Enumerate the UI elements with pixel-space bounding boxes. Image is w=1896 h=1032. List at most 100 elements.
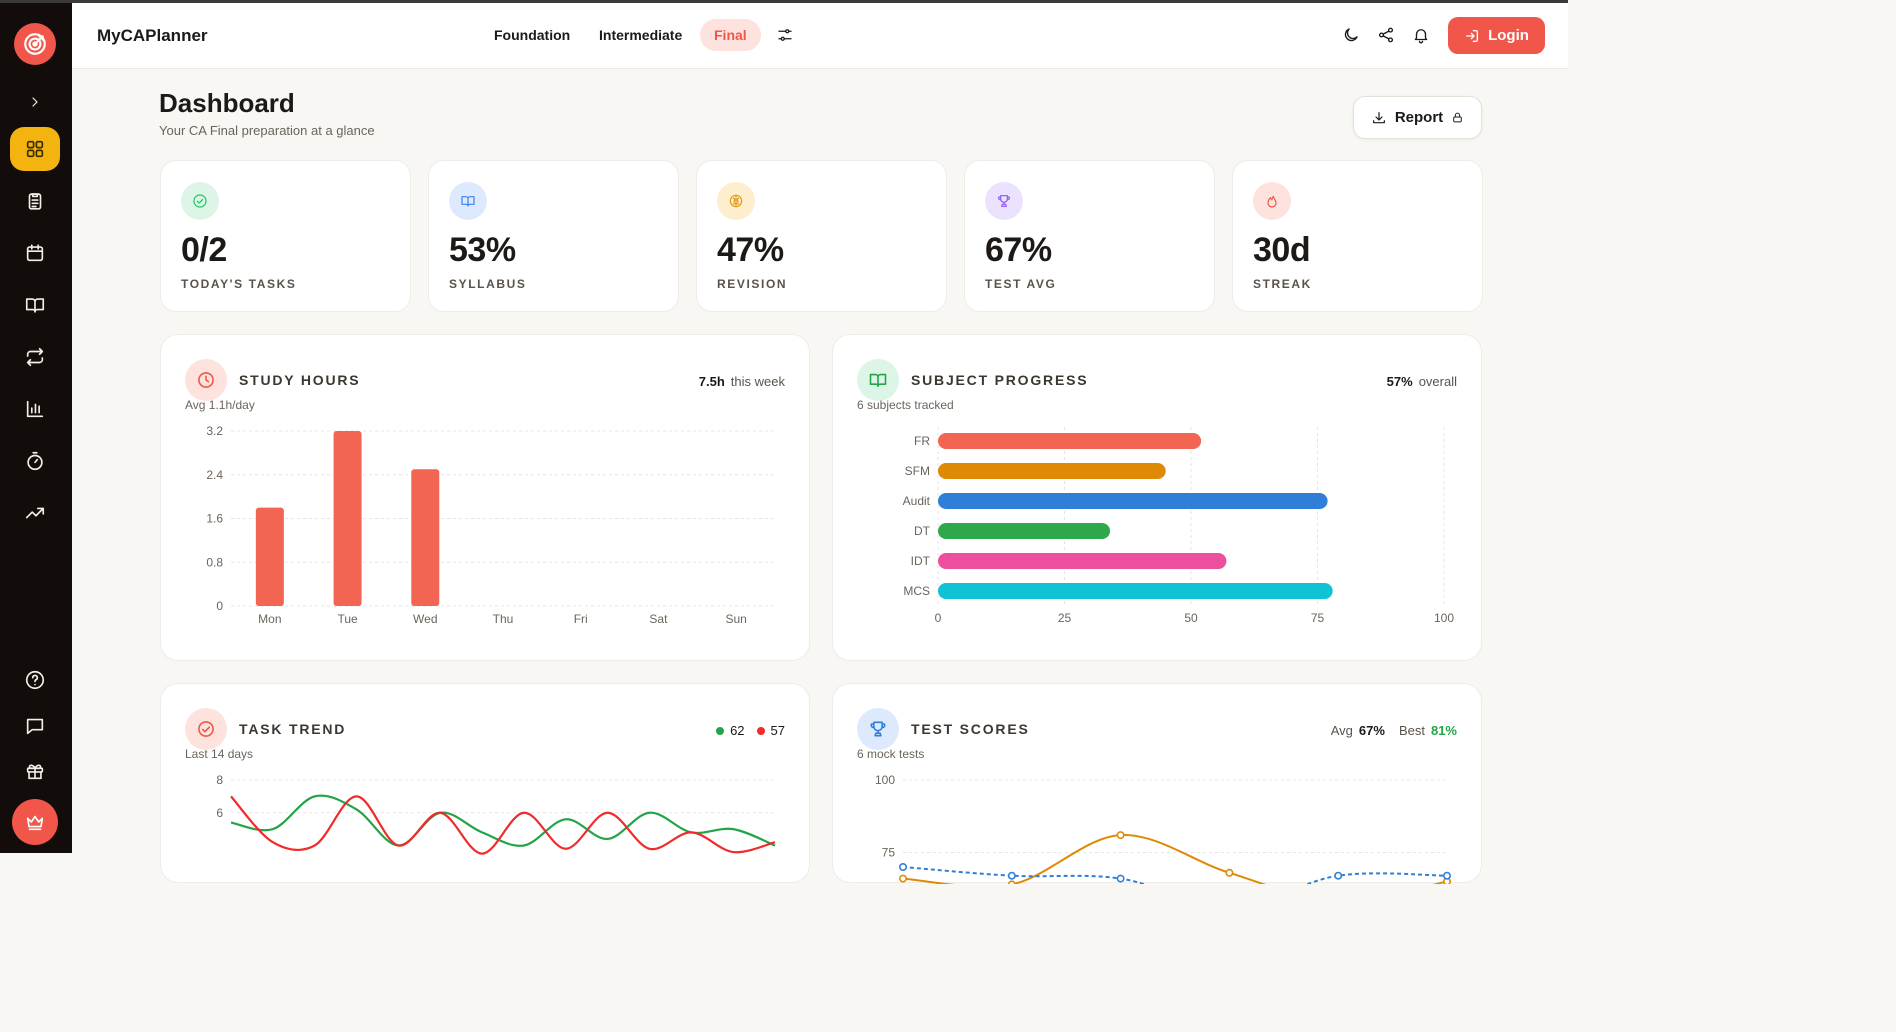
stat-card-tasks[interactable]: 0/2 TODAY'S TASKS <box>160 160 411 312</box>
x-tick-label: 75 <box>1311 611 1325 625</box>
filter-settings-icon[interactable] <box>773 23 797 47</box>
score-point <box>1007 880 1016 884</box>
sidebar-item-tasks[interactable] <box>10 179 60 223</box>
stat-label: TODAY'S TASKS <box>181 277 297 291</box>
bar-sfm <box>938 463 1166 479</box>
bar-dt <box>938 523 1111 539</box>
repeat-icon <box>26 347 44 367</box>
clock-icon <box>185 359 227 401</box>
test-scores-line-chart: 75 100 <box>875 773 1451 884</box>
login-button[interactable]: Login <box>1448 17 1545 54</box>
y-tick-label: MCS <box>903 584 930 598</box>
average-point <box>1007 871 1016 880</box>
x-tick-label: Fri <box>574 612 588 626</box>
average-point <box>1442 871 1451 880</box>
message-square-icon <box>26 718 44 735</box>
sidebar-item-syllabus[interactable] <box>10 283 60 327</box>
sidebar-item-dashboard[interactable] <box>10 127 60 171</box>
stat-label: STREAK <box>1253 277 1312 291</box>
summary-value: 7.5h <box>698 374 725 389</box>
stat-card-syllabus[interactable]: 53% SYLLABUS <box>428 160 679 312</box>
panel-subtitle: 6 subjects tracked <box>857 398 954 412</box>
sidebar-item-calendar[interactable] <box>10 231 60 275</box>
y-tick-label: 6 <box>216 806 223 820</box>
completed-line <box>230 794 776 847</box>
tab-foundation[interactable]: Foundation <box>494 27 571 43</box>
sidebar <box>0 3 72 853</box>
x-tick-label: Sun <box>725 612 746 626</box>
bar-fr <box>938 433 1202 449</box>
share-icon[interactable] <box>1374 23 1398 47</box>
sidebar-item-timer[interactable] <box>10 439 60 483</box>
sidebar-item-analytics[interactable] <box>10 387 60 431</box>
top-header: MyCAPlanner Foundation Intermediate Fina… <box>72 3 1568 69</box>
sidebar-item-trends[interactable] <box>10 491 60 535</box>
notification-bell-icon[interactable] <box>1409 23 1433 47</box>
x-tick-label: Sat <box>649 612 668 626</box>
stat-card-test-avg[interactable]: 67% TEST AVG <box>964 160 1215 312</box>
sidebar-item-feedback[interactable] <box>10 704 60 748</box>
stat-value: 47% <box>717 231 784 269</box>
sidebar-item-rewards[interactable] <box>10 749 60 793</box>
score-point <box>1225 868 1234 877</box>
target-logo-icon[interactable] <box>14 23 56 65</box>
test-scores-panel: TEST SCORES 6 mock tests Avg 67% Best 81… <box>832 683 1482 884</box>
report-label: Report <box>1394 109 1444 126</box>
best-value: 81% <box>1430 723 1457 738</box>
lock-icon <box>1453 112 1462 123</box>
stat-label: TEST AVG <box>985 277 1057 291</box>
panel-title: STUDY HOURS <box>239 372 361 388</box>
x-tick-label: Wed <box>413 612 437 626</box>
x-tick-label: 0 <box>935 611 942 625</box>
y-tick-label: 2.4 <box>206 468 223 482</box>
missed-dot <box>756 726 765 735</box>
download-icon <box>1372 111 1385 123</box>
y-tick-label: IDT <box>911 554 931 568</box>
average-point <box>1116 874 1125 883</box>
score-point <box>1116 831 1125 840</box>
panel-summary: 57% overall <box>1387 374 1457 389</box>
best-label: Best <box>1398 723 1425 738</box>
login-arrow-icon <box>1466 29 1479 42</box>
check-circle-icon <box>181 182 219 220</box>
subject-progress-bar-chart: 0 25 50 75 100 FR SFM Audit DT IDT MCS <box>903 427 1454 625</box>
sidebar-item-premium[interactable] <box>12 799 58 845</box>
panel-subtitle: Last 14 days <box>185 747 254 761</box>
summary-text: this week <box>730 374 785 389</box>
grid-icon <box>26 140 44 158</box>
dark-mode-moon-icon[interactable] <box>1339 23 1363 47</box>
gift-icon <box>26 764 44 780</box>
bar-mon <box>255 507 284 606</box>
calendar-icon <box>26 244 44 262</box>
tab-intermediate[interactable]: Intermediate <box>599 27 683 43</box>
y-tick-label: 1.6 <box>206 512 223 526</box>
x-tick-label: 100 <box>1434 611 1454 625</box>
stat-label: SYLLABUS <box>449 277 527 291</box>
bar-mcs <box>938 583 1333 599</box>
panel-title: SUBJECT PROGRESS <box>911 372 1089 388</box>
open-book-icon <box>25 298 45 313</box>
bar-wed <box>411 469 440 606</box>
subject-progress-panel: SUBJECT PROGRESS 6 subjects tracked 57% … <box>832 334 1482 661</box>
sidebar-item-help[interactable] <box>10 658 60 702</box>
sidebar-item-revision[interactable] <box>10 335 60 379</box>
y-tick-label: 0 <box>216 599 223 613</box>
stat-value: 53% <box>449 231 516 269</box>
completed-dot <box>716 726 725 735</box>
x-tick-label: 25 <box>1058 611 1072 625</box>
missed-line <box>230 795 776 855</box>
stat-card-revision[interactable]: 47% REVISION <box>696 160 947 312</box>
x-tick-label: 50 <box>1184 611 1198 625</box>
avg-value: 67% <box>1358 723 1385 738</box>
stat-card-streak[interactable]: 30d STREAK <box>1232 160 1483 312</box>
page-title: Dashboard <box>159 88 295 118</box>
report-button[interactable]: Report <box>1353 96 1482 139</box>
y-tick-label: 0.8 <box>206 555 223 569</box>
stopwatch-icon <box>27 451 43 471</box>
tab-final[interactable]: Final <box>700 19 761 51</box>
expand-sidebar-chevron-icon[interactable] <box>10 80 60 124</box>
score-point <box>899 874 908 883</box>
panel-subtitle: 6 mock tests <box>857 747 925 761</box>
brand-name[interactable]: MyCAPlanner <box>97 26 208 45</box>
